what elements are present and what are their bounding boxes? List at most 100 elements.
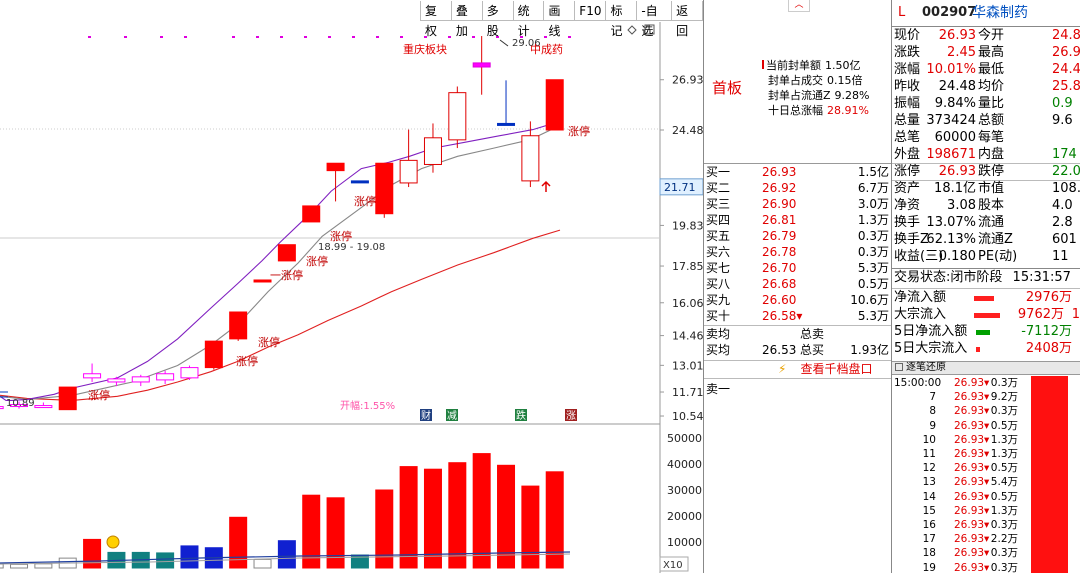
volume-tick-label: 50000 [667,432,702,445]
volume-bar [399,466,418,569]
volume-bar [448,462,467,569]
event-marker [280,36,283,38]
left-marker [0,391,8,398]
market-flag: L [898,5,906,20]
volume-bar [83,538,102,569]
limit-up-label: 涨停 [354,194,376,208]
volume-tick-label: 10000 [667,536,702,549]
price-range-label: 18.99 - 19.08 [318,242,385,253]
toolbar-btn-2[interactable]: 多股 [482,1,514,38]
quote-row: 总量 373424 总额 9.6 [894,113,1073,128]
price-tick-label: 19.83 [672,219,703,232]
flow-bar [976,330,990,335]
trade-row: 16 26.93▾ 0.3万 [922,519,1018,531]
gap-label: 开幅:1.55% [340,399,395,412]
event-marker [232,36,235,38]
event-marker [376,36,379,38]
toolbar-btn-0[interactable]: 复权 [421,1,452,38]
collapse-chevron-icon[interactable]: ︿ [788,0,810,12]
candle-body [204,340,223,369]
toolbar-btn-8[interactable]: 返回 [672,1,703,38]
high-price-label: 29.06 [512,38,541,49]
limit-up-label: 涨停 [330,229,352,243]
toolbar-btn-3[interactable]: 统计 [513,1,545,38]
candle-body [375,162,394,215]
bid-row: 买八 26.68 0.5万 [706,277,889,291]
event-marker [568,36,571,38]
toolbar-btn-7[interactable]: -自选 [637,1,673,38]
event-marker [160,36,163,38]
seal-info-row: 封单占成交 0.15倍 [768,74,863,87]
event-marker [424,36,427,38]
candle-body [423,137,442,165]
volume-bar [521,485,540,569]
stock-name: 华森制药 [972,5,1028,21]
bid-row: 买四 26.81 1.3万 [706,213,889,227]
kline-chart-panel[interactable]: 26.93 24.48 19.83 17.85 16.06 14.46 13.01 11.71… [0,0,703,573]
event-marker [124,36,127,38]
board-type-label: 首板 [712,79,743,97]
trades-header[interactable]: 逐笔还原 [892,361,1080,375]
chart-toolbar: 复权 叠加 多股 统计 画线 F10 标记 -自选 返回 [420,1,703,38]
trade-volume-bar [1031,376,1068,573]
limit-up-label: 一涨停 [270,268,303,282]
flow-bar [976,347,980,352]
volume-bar [10,563,29,569]
candle-body [58,386,77,411]
sector-tag: 重庆板块 [403,42,447,56]
volume-bar [229,516,248,569]
candle-body [497,122,516,126]
panel-divider [891,0,892,573]
event-marker [352,36,355,38]
order-book-panel: ︿ 首板 当前封单额 1.50亿 封单占成交 0.15倍 封单占流通Z 9.28% 十日总涨… [704,0,891,573]
view-full-depth-link[interactable]: ⚡ 查看千档盘口 [778,362,873,376]
candle-body [326,162,345,172]
quote-row: 资产 18.1亿 市值 108. [894,181,1080,196]
event-badge-label: 减 [447,410,457,422]
trade-status-row: 交易状态:闭市阶段 15:31:57 [894,270,1071,285]
volume-tick-label: 20000 [667,510,702,523]
toolbar-btn-1[interactable]: 叠加 [451,1,483,38]
quote-row: 振幅 9.84% 量比 0.9 [894,96,1073,111]
quote-panel: L 002907 华森制药 现价 26.93 今开 24.8 涨跌 2.45 最高 26.9 涨… [892,0,1080,573]
ma-line-red [0,229,561,401]
candle-body [156,373,175,381]
bid-row: 买一 26.93 1.5亿 [706,165,889,179]
trade-row: 9 26.93▾ 0.5万 [929,419,1018,432]
toolbar-btn-4[interactable]: 画线 [544,1,576,38]
divider [704,163,891,164]
event-badge [565,409,577,421]
volume-tick-label: 40000 [667,458,702,471]
event-marker [472,36,475,38]
trade-row: 14 26.93▾ 0.5万 [922,490,1018,503]
quote-row: 涨停 26.93 跌停 22.0 [894,164,1080,179]
toolbar-btn-5[interactable]: F10 [575,1,607,21]
square-icon [644,24,655,35]
kline-chart[interactable]: 26.93 24.48 19.83 17.85 16.06 14.46 13.01 11.71… [0,0,703,573]
bid-row: 买十 26.58▾ 5.3万 [706,309,889,323]
quote-row: 收益(三) 0.180 PE(动) 11 [894,249,1069,264]
sell-avg-row: 卖均 总卖 [706,327,825,341]
trade-row: 19 26.93▾ 0.3万 [922,561,1018,573]
candle-body [545,79,564,131]
stock-code: 002907 [922,5,977,20]
candle-body [10,404,29,408]
volume-bar [277,540,296,569]
candle-body [34,405,53,409]
price-tick-label: 17.85 [672,260,703,273]
low-price-label: 10.89 [6,398,35,409]
event-marker [448,36,451,38]
candle-body [180,367,199,379]
divider [892,180,1080,181]
limit-up-label: 涨停 [568,124,590,138]
panel-divider [703,0,704,573]
event-marker [88,36,91,38]
volume-bar [375,489,394,569]
buy-avg-row: 买均 26.53 总买 1.93亿 [706,343,889,357]
trade-row: 7 26.93▾ 9.2万 [929,391,1018,404]
quote-row: 总笔 60000 每笔 [894,130,1005,145]
toolbar-btn-6[interactable]: 标记 [606,1,638,38]
price-tick-label: 14.46 [672,330,703,343]
event-badge-label: 跌 [516,409,526,422]
event-badge-label: 涨 [566,410,576,422]
